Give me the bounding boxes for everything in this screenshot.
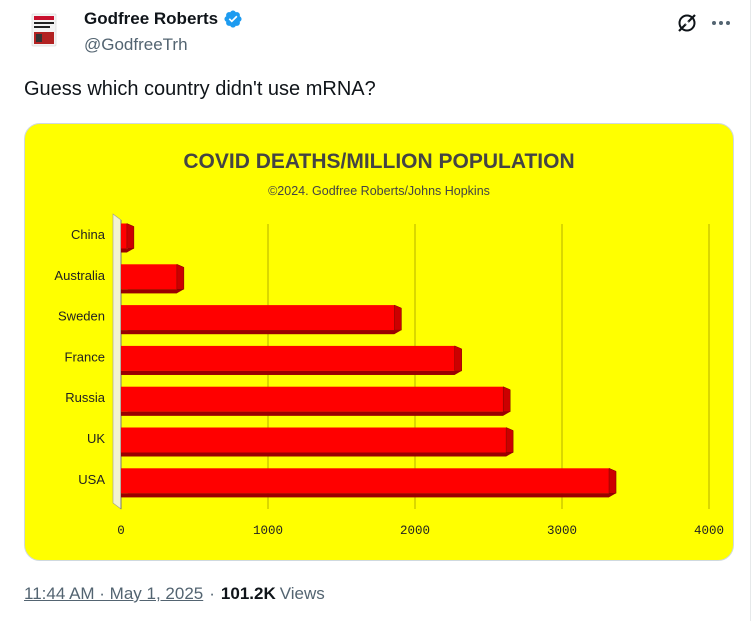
verified-badge-icon[interactable]: [223, 9, 243, 29]
y-tick-label: France: [65, 349, 105, 364]
more-button[interactable]: [710, 12, 732, 34]
chart-subtitle: ©2024. Godfree Roberts/Johns Hopkins: [268, 184, 490, 198]
bar: [121, 223, 135, 253]
x-tick-label: 1000: [253, 524, 283, 538]
bar: [121, 263, 185, 294]
y-tick-label: Sweden: [58, 309, 105, 324]
author-display-name[interactable]: Godfree Roberts: [84, 9, 219, 28]
y-tick-label: Russia: [65, 390, 106, 405]
bar: [121, 345, 462, 375]
bar-end-face: [502, 386, 511, 412]
bar-base: [121, 452, 507, 457]
tweet-media-chart[interactable]: COVID DEATHS/MILLION POPULATION ©2024. G…: [24, 123, 734, 561]
bar-end-face: [454, 345, 462, 372]
grok-button[interactable]: [676, 12, 698, 34]
author-name-row: Godfree Roberts: [84, 9, 243, 29]
bar-base: [121, 411, 504, 416]
views-count: 101.2K: [220, 584, 276, 603]
x-tick-label: 4000: [694, 524, 724, 538]
timeline-border: [750, 0, 751, 621]
bar-end-face: [394, 304, 402, 331]
bar-base: [121, 493, 610, 498]
bar-base: [121, 370, 455, 375]
bar-front-face: [121, 223, 127, 249]
bar: [121, 427, 514, 457]
bar: [121, 386, 511, 416]
bar: [121, 467, 617, 498]
chart-title: COVID DEATHS/MILLION POPULATION: [183, 150, 574, 173]
book-cover-avatar-icon: [31, 13, 57, 47]
x-tick-label: 2000: [400, 524, 430, 538]
tweet-meta: 11:44 AM · May 1, 2025 · 101.2K Views: [24, 584, 325, 604]
y-axis-wall: [112, 213, 122, 510]
bar-chart: COVID DEATHS/MILLION POPULATION ©2024. G…: [54, 150, 724, 538]
author-handle[interactable]: @GodfreeTrh: [84, 35, 188, 54]
bar-base: [121, 289, 177, 294]
views-label: Views: [279, 584, 325, 603]
y-tick-label: USA: [78, 472, 105, 487]
x-tick-label: 3000: [547, 524, 577, 538]
y-tick-label: UK: [87, 431, 105, 446]
bar-front-face: [121, 386, 504, 412]
bar-front-face: [121, 305, 395, 331]
tweet-text: Guess which country didn't use mRNA?: [24, 78, 376, 100]
bar: [121, 304, 402, 335]
bar-front-face: [121, 468, 610, 494]
y-tick-label: Australia: [54, 268, 105, 283]
bar-base: [121, 248, 127, 253]
grok-icon: [678, 14, 696, 32]
avatar[interactable]: [24, 10, 64, 50]
bar-front-face: [121, 345, 455, 371]
meta-separator: ·: [209, 584, 215, 603]
bar-front-face: [121, 264, 177, 290]
tweet-timestamp[interactable]: 11:44 AM · May 1, 2025: [24, 584, 204, 603]
more-icon: [712, 21, 730, 25]
bar-end-face: [608, 467, 617, 494]
bar-end-face: [126, 223, 135, 249]
bar-front-face: [121, 427, 507, 453]
x-tick-label: 0: [117, 524, 125, 538]
bar-base: [121, 330, 395, 335]
y-tick-label: China: [71, 227, 106, 242]
bar-end-face: [505, 427, 514, 453]
bar-end-face: [176, 263, 185, 290]
